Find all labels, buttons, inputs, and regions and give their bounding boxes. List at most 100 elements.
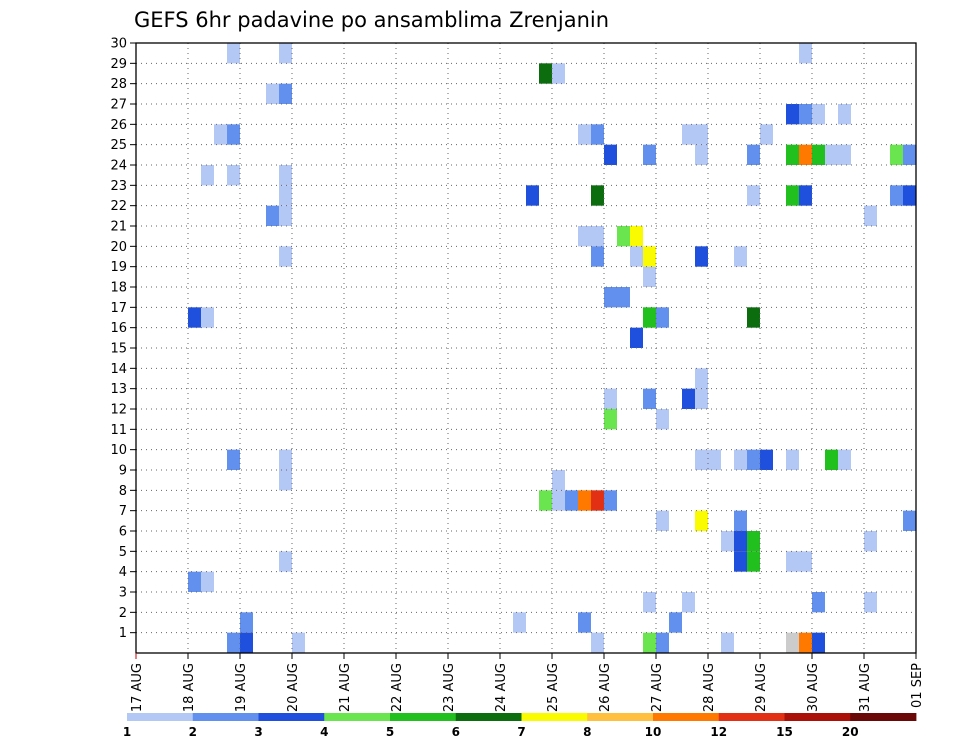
heatmap-cell: [786, 104, 799, 125]
heatmap-cell: [903, 144, 916, 165]
chart-title: GEFS 6hr padavine po ansamblima Zrenjani…: [134, 8, 609, 32]
heatmap-cell: [682, 592, 695, 613]
y-tick-label: 24: [110, 159, 127, 174]
heatmap-cell: [591, 226, 604, 247]
heatmap-cell: [188, 571, 201, 592]
legend-swatch: [784, 713, 851, 721]
legend-label: 10: [645, 725, 662, 739]
heatmap-cell: [630, 246, 643, 267]
heatmap-cell: [825, 449, 838, 470]
y-tick-label: 22: [110, 199, 127, 214]
heatmap-cell: [643, 246, 656, 267]
heatmap-cell: [227, 632, 240, 653]
heatmap-cell: [227, 449, 240, 470]
heatmap-cell: [747, 307, 760, 328]
heatmap-cell: [669, 612, 682, 633]
heatmap-cell: [721, 632, 734, 653]
y-tick-label: 7: [119, 504, 127, 519]
y-tick-label: 5: [119, 545, 127, 560]
y-tick-label: 16: [110, 321, 127, 336]
heatmap-cell: [617, 226, 630, 247]
heatmap-cell: [188, 307, 201, 328]
heatmap-cell: [799, 104, 812, 125]
y-tick-label: 1: [119, 626, 127, 641]
heatmap-cell: [799, 551, 812, 572]
heatmap-cell: [617, 287, 630, 308]
heatmap-cell: [201, 165, 214, 186]
heatmap-cell: [227, 124, 240, 145]
heatmap-cell: [578, 124, 591, 145]
heatmap-cell: [695, 449, 708, 470]
heatmap-cell: [786, 551, 799, 572]
y-tick-label: 8: [119, 484, 127, 499]
heatmap-cell: [734, 510, 747, 531]
y-tick-label: 17: [110, 301, 127, 316]
heatmap-cell: [604, 144, 617, 165]
heatmap-cell: [838, 449, 851, 470]
y-tick-label: 6: [119, 525, 127, 540]
heatmap-cell: [799, 632, 812, 653]
heatmap-cell: [695, 144, 708, 165]
heatmap-cell: [591, 490, 604, 511]
y-tick-label: 26: [110, 118, 127, 133]
heatmap-cell: [279, 185, 292, 206]
heatmap-cell: [812, 632, 825, 653]
heatmap-cell: [838, 104, 851, 125]
heatmap-cell: [734, 449, 747, 470]
heatmap-cell: [864, 531, 877, 552]
heatmap-cell: [578, 612, 591, 633]
heatmap-cell: [734, 531, 747, 552]
x-tick-label: 23 AUG: [442, 663, 457, 712]
heatmap-cell: [279, 205, 292, 226]
heatmap-cell: [682, 124, 695, 145]
heatmap-cell: [812, 592, 825, 613]
x-tick-label: 22 AUG: [390, 663, 405, 712]
heatmap-cell: [604, 409, 617, 430]
heatmap-cell: [604, 287, 617, 308]
x-tick-label: 24 AUG: [494, 663, 509, 712]
heatmap-cell: [734, 551, 747, 572]
x-tick-label: 01 SEP: [910, 663, 925, 708]
heatmap-cell: [643, 266, 656, 287]
color-legend: 1 2 3 4 5 6 7 8 10 12 15 20: [123, 713, 917, 739]
y-tick-label: 14: [110, 362, 127, 377]
x-tick-label: 20 AUG: [286, 663, 301, 712]
heatmap-cell: [903, 185, 916, 206]
heatmap-cell: [643, 592, 656, 613]
heatmap-cell: [266, 83, 279, 104]
heatmap-cell: [747, 449, 760, 470]
y-tick-label: 29: [110, 57, 127, 72]
heatmap-cell: [656, 409, 669, 430]
grid-lines: [136, 43, 916, 653]
heatmap-cell: [747, 551, 760, 572]
y-tick-label: 4: [119, 565, 127, 580]
legend-swatch: [192, 713, 259, 721]
legend-swatch: [127, 713, 194, 721]
heatmap-cell: [227, 165, 240, 186]
legend-swatch: [521, 713, 588, 721]
y-tick-label: 21: [110, 220, 127, 235]
heatmap-cell: [864, 205, 877, 226]
heatmap-cell: [760, 449, 773, 470]
heatmap-cell: [656, 307, 669, 328]
y-tick-label: 13: [110, 382, 127, 397]
legend-label: 4: [320, 725, 328, 739]
x-tick-label: 28 AUG: [702, 663, 717, 712]
legend-label: 7: [517, 725, 525, 739]
heatmap-cell: [786, 449, 799, 470]
legend-label: 3: [254, 725, 262, 739]
legend-swatch: [258, 713, 325, 721]
legend-swatch: [455, 713, 522, 721]
heatmap-cell: [526, 185, 539, 206]
heatmap-cell: [552, 490, 565, 511]
heatmap-cell: [812, 144, 825, 165]
y-axis: 1234567891011121314151617181920212223242…: [110, 37, 136, 641]
heatmap-cell: [591, 124, 604, 145]
heatmap-cell: [812, 104, 825, 125]
heatmap-cell: [578, 490, 591, 511]
y-tick-label: 25: [110, 138, 127, 153]
heatmap-cell: [565, 490, 578, 511]
heatmap-cell: [513, 612, 526, 633]
heatmap-cells: [188, 43, 916, 653]
y-tick-label: 11: [110, 423, 127, 438]
